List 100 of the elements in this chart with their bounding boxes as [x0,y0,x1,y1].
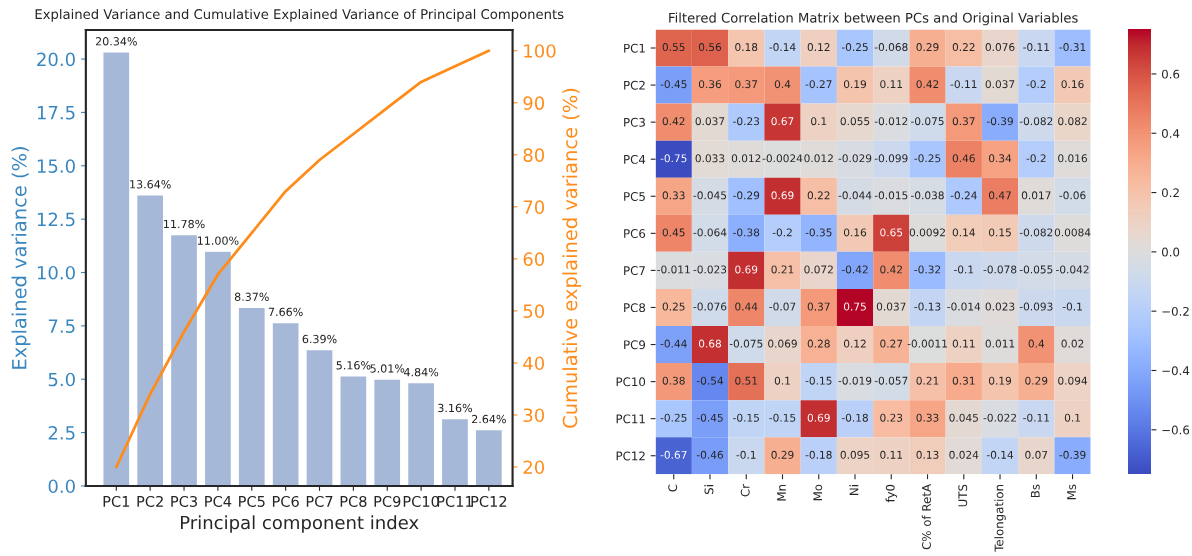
data-label: 0.67 [771,117,794,126]
y2-tick-label: 40 [523,356,545,371]
data-label: 0.34 [988,154,1012,163]
data-label: -0.078 [983,265,1017,274]
bar [237,306,267,486]
data-label: 0.4 [1028,339,1045,348]
x-tick-label: PC12 [471,495,507,507]
data-label: -0.07 [769,302,796,311]
data-label: 0.11 [952,339,975,348]
x-tick-label: Mo [813,484,823,501]
data-label: -0.045 [693,191,727,200]
data-label: 0.25 [662,302,685,311]
x-tick-label: PC2 [137,495,163,507]
bar [271,321,300,486]
data-label: 5.01% [370,364,405,373]
data-label: 3.16% [438,403,473,413]
data-label: 0.012 [804,154,833,163]
chart-title: Filtered Correlation Matrix between PCs and Original Variables [669,12,1078,26]
data-label: 0.037 [876,302,906,311]
data-label: 0.56 [698,43,722,52]
data-label: 0.28 [807,339,830,348]
y2-tick-label: 80 [523,148,545,162]
data-label: 0.07 [1025,450,1048,459]
data-label: 0.12 [807,43,830,52]
data-label: 8.37% [234,292,269,301]
y-tick-label: PC5 [624,191,645,201]
data-label: 0.27 [880,339,903,348]
data-label: -0.35 [805,228,832,237]
data-label: -0.14 [769,43,796,52]
data-label: -0.023 [693,265,727,274]
data-label: 0.69 [735,265,758,274]
color-bar-label: 0.4 [1161,128,1180,138]
x-tick-label: PC5 [239,495,265,507]
x-tick-label: Telongation [994,484,1006,552]
data-label: 0.1 [774,376,790,385]
bar [406,381,436,486]
color-bar-label: −0.2 [1162,306,1189,316]
color-bar-label: −0.6 [1162,425,1190,435]
data-label: -0.18 [841,413,868,422]
data-label: -0.2 [1026,80,1046,89]
data-label: -0.15 [769,413,796,422]
data-label: -0.54 [696,376,724,385]
bar [203,250,233,486]
data-label: 0.21 [916,376,939,385]
y-tick-label: PC9 [624,340,646,350]
data-label: 0.18 [735,43,758,52]
bar [373,378,402,486]
data-label: -0.67 [660,450,687,459]
data-label: -0.25 [914,154,941,163]
data-label: 0.11 [880,450,903,459]
data-label: 0.024 [949,450,979,459]
data-label: -0.15 [805,376,832,385]
data-label: -0.042 [1056,265,1089,274]
x-tick-label: PC9 [374,495,401,507]
y-tick-label: 2.5 [48,426,75,440]
x-tick-label: Ni [849,485,859,495]
data-label: 6.39% [302,334,337,344]
data-label: 0.44 [735,302,758,311]
data-label: 0.017 [1021,191,1051,200]
data-label: 0.4 [774,80,791,89]
data-label: -0.076 [693,302,727,311]
bar [474,428,504,486]
data-label: 0.29 [771,450,794,459]
data-label: 0.42 [916,80,939,89]
data-label: -0.15 [733,413,759,422]
data-label: -0.39 [1059,450,1086,459]
data-label: -0.13 [914,302,941,311]
data-label: -0.0011 [907,339,947,348]
data-label: 0.0092 [909,228,945,237]
data-label: 0.29 [1025,376,1048,385]
data-label: 0.016 [1058,154,1087,163]
data-label: 0.45 [662,228,685,237]
data-label: -0.18 [805,450,832,459]
data-label: -0.24 [950,191,977,200]
data-label: 0.069 [768,339,797,348]
data-label: 0.22 [952,43,975,52]
data-label: 0.23 [880,413,903,422]
y-tick-label: 7.5 [48,319,75,333]
data-label: -0.2 [772,228,792,237]
y-tick-label: PC3 [624,117,645,127]
data-label: -0.11 [1023,413,1049,422]
data-label: -0.31 [1059,43,1086,52]
data-label: 0.29 [916,43,939,52]
data-label: 20.34% [95,37,137,46]
y2-tick-label: 20 [523,460,545,475]
data-label: 0.68 [698,339,722,348]
data-label: -0.46 [696,450,723,459]
data-label: 0.31 [952,376,975,385]
bar [339,375,368,486]
x-tick-label: fy0 [885,484,897,503]
bar [169,233,199,486]
x-tick-label: UTS [958,484,968,507]
data-label: 0.51 [735,376,758,385]
y2-tick-label: 30 [523,408,545,423]
data-label: 0.037 [695,117,725,126]
x-tick-label: Cr [740,483,750,497]
data-label: 0.38 [662,376,685,385]
y-tick-label: 20.0 [37,52,75,67]
data-label: -0.45 [660,80,687,89]
data-label: -0.1 [736,450,756,459]
